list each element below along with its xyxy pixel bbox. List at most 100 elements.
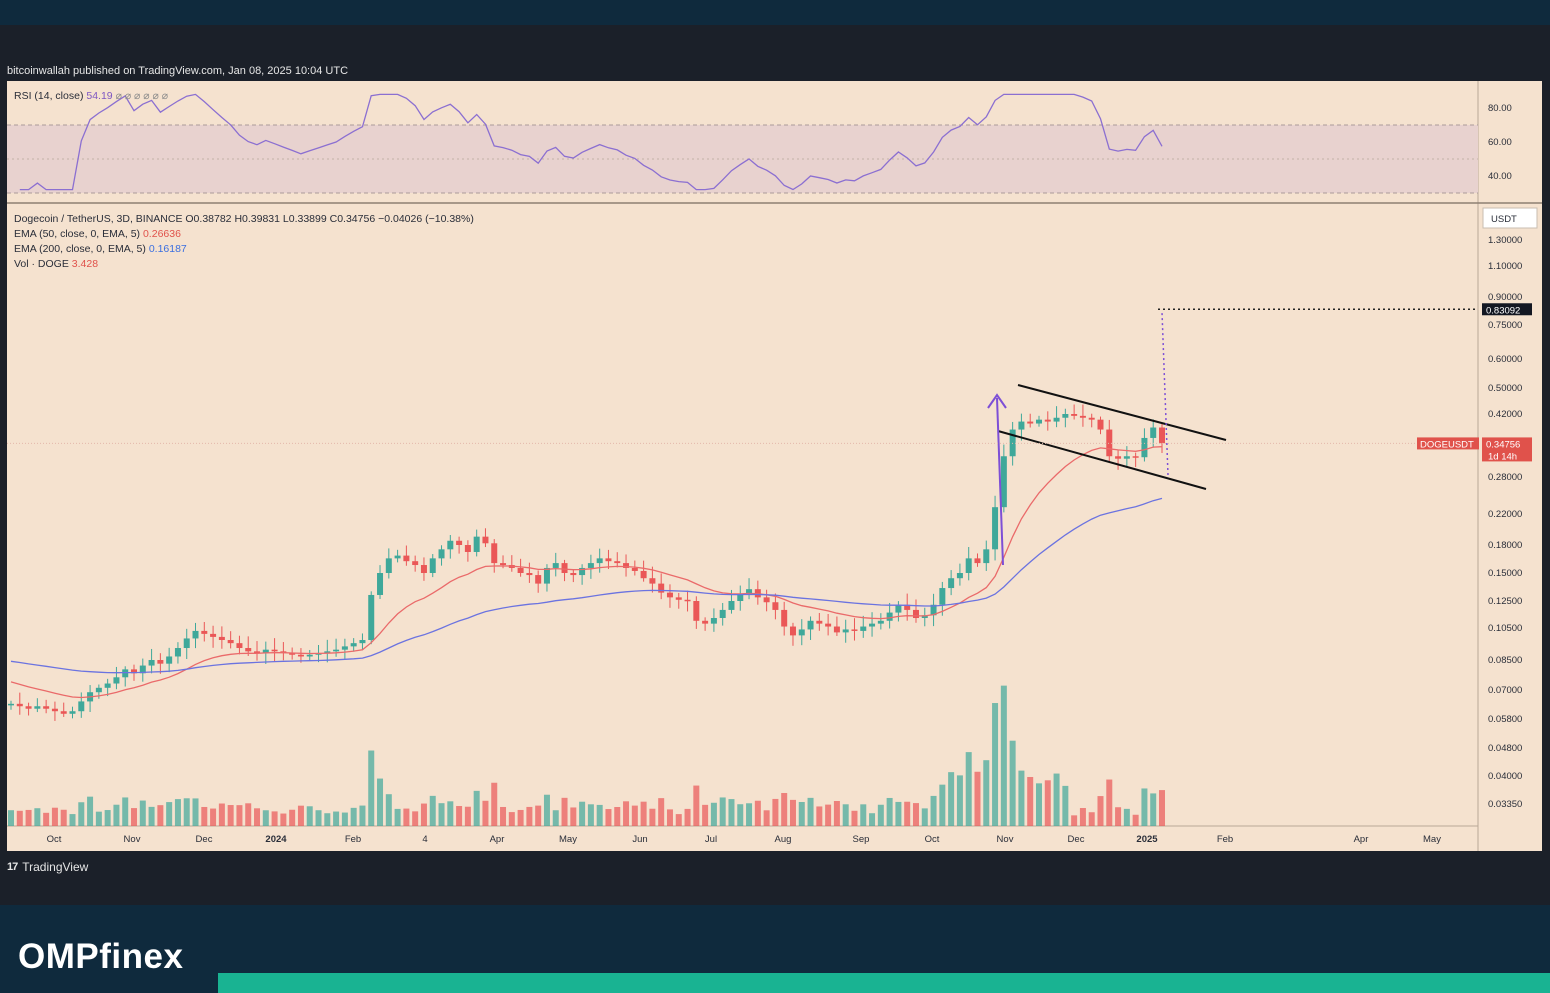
volume-bar <box>245 803 252 826</box>
price-tick-label: 0.75000 <box>1488 320 1522 331</box>
volume-bar <box>666 809 673 826</box>
candle-body <box>675 597 682 600</box>
candle-body <box>192 630 199 639</box>
volume-bar <box>614 806 621 826</box>
volume-bar <box>368 750 375 826</box>
candle-body <box>974 558 981 564</box>
volume-bar <box>710 802 717 826</box>
candle-body <box>517 567 524 573</box>
price-tick-label: 0.90000 <box>1488 292 1522 303</box>
volume-bar <box>1000 685 1007 826</box>
candle-body <box>464 545 471 552</box>
volume-bar <box>157 805 164 826</box>
candle-body <box>965 558 972 573</box>
ema200-legend: EMA (200, close, 0, EMA, 5) 0.16187 <box>14 243 187 255</box>
target-projection-line <box>1161 311 1169 476</box>
candle-body <box>95 687 102 693</box>
volume-bar <box>596 804 603 826</box>
volume-bar <box>983 760 990 826</box>
volume-bar <box>561 797 568 826</box>
rsi-tick-label: 80.00 <box>1488 103 1512 114</box>
time-tick-label: Dec <box>1068 834 1085 845</box>
ema50-legend: EMA (50, close, 0, EMA, 5) 0.26636 <box>14 228 181 240</box>
candle-body <box>1053 417 1060 422</box>
candle-body <box>333 649 340 652</box>
ohlc-change: −0.04026 (−10.38%) <box>378 213 474 225</box>
volume-bar <box>886 797 893 826</box>
volume-bar <box>16 810 23 826</box>
price-tick-label: 1.10000 <box>1488 261 1522 272</box>
volume-bar <box>508 812 515 826</box>
candle-body <box>816 620 823 624</box>
candle-body <box>1106 429 1113 457</box>
price-tick-label: 0.04000 <box>1488 771 1522 782</box>
volume-bar <box>236 805 243 826</box>
volume-bar <box>51 807 58 826</box>
price-tick-label: 0.12500 <box>1488 596 1522 607</box>
ohlc-low: L0.33899 <box>282 213 327 225</box>
candle-body <box>1132 456 1139 458</box>
candle-body <box>456 540 463 545</box>
ema50-label: EMA (50, close, 0, EMA, 5) <box>14 228 141 240</box>
volume-bar <box>1018 770 1025 826</box>
candle-body <box>710 618 717 624</box>
volume-bar <box>34 808 41 826</box>
volume-bar <box>851 810 858 826</box>
volume-bar <box>201 806 208 826</box>
time-tick-label: Dec <box>196 834 213 845</box>
candle-body <box>438 549 445 559</box>
price-tick-label: 0.60000 <box>1488 354 1522 365</box>
candle-body <box>403 555 410 562</box>
volume-bar <box>526 806 533 826</box>
volume-bar <box>623 801 630 826</box>
candle-body <box>341 646 348 650</box>
candle-body <box>693 601 700 621</box>
volume-bar <box>649 808 656 826</box>
candle-body <box>262 649 269 654</box>
ema200-value: 0.16187 <box>148 243 187 255</box>
rsi-settings-icons[interactable]: ⌀ ⌀ ⌀ ⌀ ⌀ ⌀ <box>115 90 169 102</box>
volume-bar <box>412 811 419 826</box>
volume-bar <box>579 801 586 826</box>
volume-bar <box>965 752 972 826</box>
candle-body <box>34 706 41 709</box>
price-tick-label: 0.03350 <box>1488 799 1522 810</box>
time-tick-label: 4 <box>422 834 427 845</box>
candle-body <box>579 567 586 576</box>
volume-bar <box>860 804 867 826</box>
volume-bar <box>948 772 955 826</box>
candle-body <box>526 573 533 576</box>
volume-bar <box>816 806 823 826</box>
volume-bar <box>798 801 805 826</box>
volume-bar <box>631 805 638 826</box>
volume-bar <box>974 771 981 826</box>
volume-bar <box>473 790 480 826</box>
volume-bar <box>904 801 911 826</box>
volume-bar <box>1123 808 1130 826</box>
candle-body <box>1044 419 1051 422</box>
last-price-tag <box>1482 437 1532 462</box>
volume-bar <box>1141 788 1148 826</box>
candle-body <box>789 626 796 636</box>
symbol-tag <box>1417 437 1479 450</box>
volume-bar <box>69 814 76 826</box>
candle-body <box>1097 419 1104 430</box>
volume-bar <box>912 803 919 826</box>
volume-bar <box>728 799 735 826</box>
volume-bar <box>640 801 647 826</box>
candle-body <box>640 570 647 579</box>
candle-body <box>43 706 50 709</box>
rsi-line <box>19 93 1163 191</box>
volume-bar <box>174 799 181 826</box>
time-tick-label: 2025 <box>1136 834 1158 845</box>
volume-bar <box>763 810 770 826</box>
ohlc-open: O0.38782 <box>185 213 232 225</box>
candle-body <box>842 629 849 633</box>
volume-bar <box>693 785 700 826</box>
time-tick-label: 2024 <box>265 834 287 845</box>
flag-lower-trendline <box>997 430 1207 490</box>
candle-body <box>702 620 709 624</box>
candle-body <box>684 599 691 602</box>
price-tick-label: 0.05800 <box>1488 714 1522 725</box>
